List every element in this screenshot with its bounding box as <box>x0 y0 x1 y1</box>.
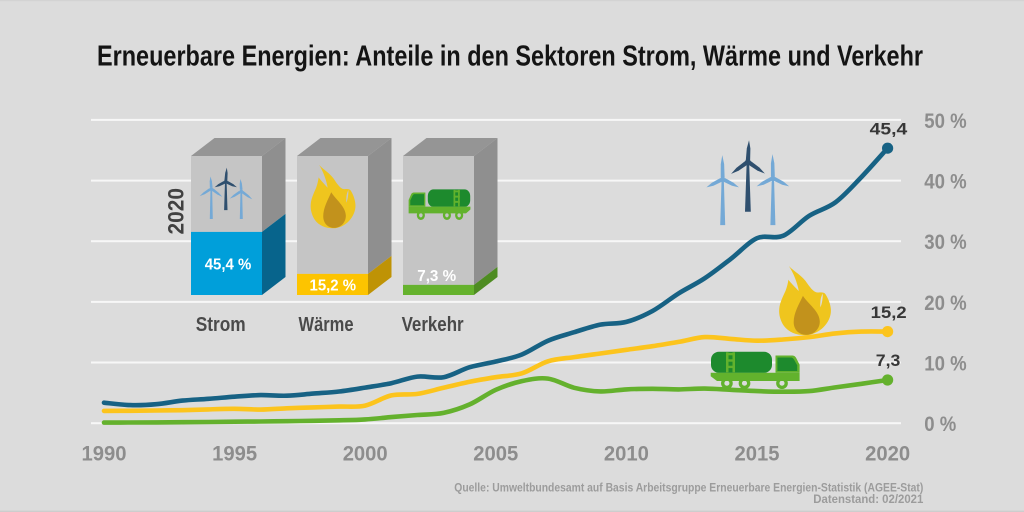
svg-text:Verkehr: Verkehr <box>402 314 464 336</box>
svg-text:2000: 2000 <box>343 442 388 465</box>
svg-text:20 %: 20 % <box>924 292 967 315</box>
svg-text:1990: 1990 <box>82 442 127 465</box>
svg-text:45,4: 45,4 <box>870 120 908 139</box>
svg-text:45,4 %: 45,4 % <box>205 256 252 273</box>
svg-text:0 %: 0 % <box>924 413 956 436</box>
svg-text:Quelle: Umweltbundesamt auf Ba: Quelle: Umweltbundesamt auf Basis Arbeit… <box>454 483 923 495</box>
svg-text:40 %: 40 % <box>924 171 967 194</box>
svg-text:10 %: 10 % <box>924 352 967 375</box>
svg-text:Erneuerbare Energien: Anteile: Erneuerbare Energien: Anteile in den Sek… <box>97 41 923 73</box>
svg-text:Wärme: Wärme <box>299 314 354 336</box>
svg-text:50 %: 50 % <box>924 110 967 133</box>
svg-text:2020: 2020 <box>164 188 189 235</box>
svg-text:Datenstand: 02/2021: Datenstand: 02/2021 <box>813 494 924 506</box>
svg-text:15,2 %: 15,2 % <box>310 277 357 294</box>
svg-text:30 %: 30 % <box>924 231 967 254</box>
svg-text:2020: 2020 <box>865 442 910 465</box>
svg-text:1995: 1995 <box>212 442 257 465</box>
svg-text:2015: 2015 <box>735 442 780 465</box>
svg-text:2010: 2010 <box>604 442 649 465</box>
svg-text:15,2: 15,2 <box>871 303 907 322</box>
svg-text:2005: 2005 <box>473 442 518 465</box>
svg-text:Strom: Strom <box>196 314 246 336</box>
svg-text:7,3: 7,3 <box>876 351 901 370</box>
svg-text:7,3 %: 7,3 % <box>417 268 456 285</box>
